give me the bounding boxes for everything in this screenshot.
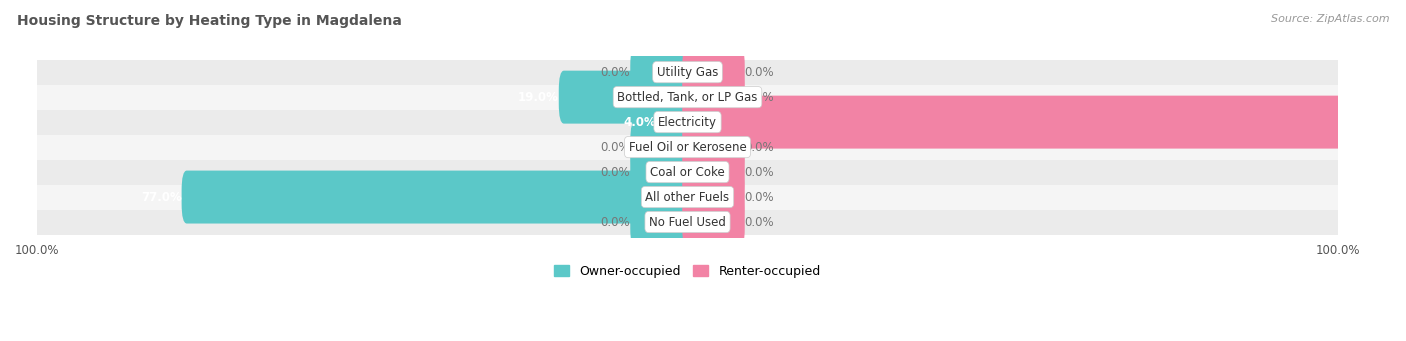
Bar bbox=[37, 85, 1337, 109]
Text: Electricity: Electricity bbox=[658, 116, 717, 129]
FancyBboxPatch shape bbox=[558, 71, 693, 124]
FancyBboxPatch shape bbox=[682, 46, 745, 99]
FancyBboxPatch shape bbox=[630, 146, 693, 198]
Text: 19.0%: 19.0% bbox=[517, 91, 558, 104]
Text: Coal or Coke: Coal or Coke bbox=[650, 166, 725, 179]
FancyBboxPatch shape bbox=[682, 170, 745, 224]
Bar bbox=[37, 109, 1337, 135]
Bar bbox=[37, 209, 1337, 235]
Text: 0.0%: 0.0% bbox=[745, 66, 775, 79]
FancyBboxPatch shape bbox=[657, 95, 693, 149]
FancyBboxPatch shape bbox=[630, 195, 693, 249]
FancyBboxPatch shape bbox=[682, 71, 745, 124]
FancyBboxPatch shape bbox=[682, 146, 745, 198]
Text: Bottled, Tank, or LP Gas: Bottled, Tank, or LP Gas bbox=[617, 91, 758, 104]
FancyBboxPatch shape bbox=[630, 121, 693, 174]
FancyBboxPatch shape bbox=[682, 121, 745, 174]
FancyBboxPatch shape bbox=[630, 46, 693, 99]
Text: 0.0%: 0.0% bbox=[600, 66, 630, 79]
Text: 0.0%: 0.0% bbox=[745, 191, 775, 204]
Text: 0.0%: 0.0% bbox=[745, 216, 775, 228]
Bar bbox=[37, 60, 1337, 85]
Text: Source: ZipAtlas.com: Source: ZipAtlas.com bbox=[1271, 14, 1389, 24]
Text: 0.0%: 0.0% bbox=[745, 91, 775, 104]
FancyBboxPatch shape bbox=[181, 170, 693, 224]
Bar bbox=[37, 160, 1337, 184]
Text: 0.0%: 0.0% bbox=[745, 140, 775, 153]
Text: All other Fuels: All other Fuels bbox=[645, 191, 730, 204]
Text: Housing Structure by Heating Type in Magdalena: Housing Structure by Heating Type in Mag… bbox=[17, 14, 402, 28]
FancyBboxPatch shape bbox=[682, 195, 745, 249]
Text: 0.0%: 0.0% bbox=[600, 140, 630, 153]
Text: 0.0%: 0.0% bbox=[600, 216, 630, 228]
Text: 100.0%: 100.0% bbox=[1343, 116, 1392, 129]
Bar bbox=[37, 135, 1337, 160]
Text: Fuel Oil or Kerosene: Fuel Oil or Kerosene bbox=[628, 140, 747, 153]
Text: No Fuel Used: No Fuel Used bbox=[650, 216, 725, 228]
Text: 0.0%: 0.0% bbox=[600, 166, 630, 179]
Text: 0.0%: 0.0% bbox=[745, 166, 775, 179]
Text: 4.0%: 4.0% bbox=[623, 116, 657, 129]
Text: 77.0%: 77.0% bbox=[141, 191, 181, 204]
Text: Utility Gas: Utility Gas bbox=[657, 66, 718, 79]
Legend: Owner-occupied, Renter-occupied: Owner-occupied, Renter-occupied bbox=[550, 260, 825, 283]
FancyBboxPatch shape bbox=[682, 95, 1343, 149]
Bar bbox=[37, 184, 1337, 209]
